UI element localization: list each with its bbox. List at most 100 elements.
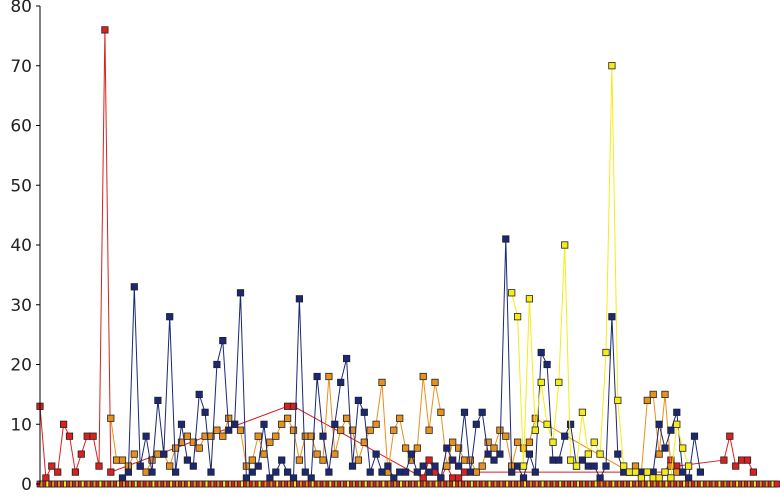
y-tick-label: 50 (10, 176, 32, 196)
series-1-point-55 (431, 378, 439, 387)
series-1-point-26 (260, 450, 268, 458)
y-tick-label: 60 (10, 117, 32, 137)
series-0-point-11 (101, 26, 109, 34)
series-2-point-97 (690, 432, 699, 440)
series-1-point-69 (514, 438, 522, 446)
series-0-point-16 (425, 456, 433, 464)
series-1-point-35 (313, 450, 321, 458)
series-3-point-25 (655, 474, 663, 482)
baseline-point-250 (773, 480, 780, 488)
series-0-point-3 (54, 468, 62, 476)
series-3-point-10 (567, 456, 575, 464)
series-2-point-29 (289, 474, 298, 482)
series-1-point-49 (396, 414, 404, 422)
series-2-point-74 (555, 456, 563, 464)
series-2-point-59 (466, 468, 475, 476)
series-0-point-4 (60, 420, 68, 428)
series-2-point-38 (342, 354, 351, 363)
series-2-point-61 (478, 408, 486, 416)
series-1-point-38 (331, 450, 339, 458)
series-3-point-21 (631, 468, 640, 476)
series-2-point-0 (118, 474, 127, 482)
series-1-point-4 (130, 450, 138, 458)
series-2-point-78 (578, 456, 587, 464)
series-1-point-59 (454, 444, 463, 452)
series-2-point-34 (319, 432, 327, 440)
series-3-point-28 (673, 420, 681, 428)
series-3-point-7 (549, 438, 557, 446)
series-2-point-14 (201, 408, 209, 416)
series-0-point-31 (749, 468, 758, 476)
series-0-point-7 (77, 450, 85, 458)
series-2-point-94 (673, 408, 681, 416)
series-2-point-25 (266, 474, 274, 482)
series-2-point-70 (531, 468, 539, 476)
series-2-point-67 (514, 462, 522, 470)
series-2-point-53 (431, 462, 439, 470)
series-1-point-71 (525, 438, 534, 446)
series-1-point-56 (437, 408, 445, 416)
series-0-point-29 (738, 456, 746, 464)
series-1-point-30 (283, 414, 292, 422)
series-2-point-28 (283, 468, 292, 476)
series-2-point-92 (661, 444, 669, 452)
series-2-point-31 (301, 468, 309, 476)
series-1-point-44 (366, 426, 374, 434)
series-1-point-8 (154, 450, 162, 458)
series-2-point-7 (160, 450, 168, 458)
series-2-point-49 (407, 450, 416, 458)
series-2-point-64 (496, 450, 504, 458)
series-3-point-2 (519, 462, 528, 470)
y-tick-label: 10 (10, 415, 32, 435)
series-2-point-72 (543, 360, 551, 369)
series-0-point-28 (732, 462, 740, 470)
series-2-point-2 (130, 283, 138, 291)
series-2-point-69 (525, 450, 534, 458)
series-2-point-58 (460, 408, 469, 416)
series-1-point-32 (295, 456, 304, 464)
series-0-point-25 (673, 462, 681, 470)
series-1-point-81 (673, 468, 681, 476)
series-0-point-22 (460, 468, 469, 476)
series-2-point-22 (248, 468, 256, 476)
series-2-point-75 (561, 432, 569, 440)
series-0-point-14 (289, 402, 298, 410)
y-tick-label: 40 (10, 236, 32, 256)
series-1-point-45 (372, 420, 380, 428)
y-tick-label: 80 (10, 0, 32, 17)
series-2-point-8 (166, 313, 174, 321)
series-1-point-40 (342, 414, 351, 422)
series-3-point-13 (584, 450, 592, 458)
series-2-point-63 (490, 456, 498, 464)
series-1-point-61 (466, 456, 475, 464)
series-2-point-41 (360, 408, 368, 416)
series-3-point-6 (543, 420, 551, 428)
series-0-point-13 (283, 402, 292, 410)
series-2-point-68 (519, 474, 528, 482)
series-2-point-96 (685, 474, 693, 482)
series-2-point-79 (584, 462, 592, 470)
series-0-point-21 (454, 474, 463, 482)
series-2-point-50 (413, 468, 421, 476)
series-1-point-50 (401, 444, 410, 452)
series-0-point-26 (720, 456, 728, 464)
series-0-point-2 (48, 462, 56, 470)
series-1-point-33 (301, 432, 309, 440)
series-1-point-79 (661, 390, 669, 399)
series-2-point-3 (136, 462, 144, 470)
series-2-point-26 (272, 468, 280, 476)
series-2-point-23 (254, 462, 262, 470)
series-1-point-6 (142, 468, 150, 476)
series-2-point-4 (142, 432, 150, 440)
series-3-point-14 (590, 438, 598, 446)
series-2-point-17 (219, 336, 227, 345)
series-2-point-39 (348, 462, 357, 470)
y-tick-label: 30 (10, 296, 32, 316)
series-2-point-48 (401, 468, 410, 476)
series-2-point-84 (614, 450, 622, 458)
series-1-point-10 (166, 462, 174, 470)
series-2-point-80 (590, 462, 598, 470)
series-3-point-3 (525, 295, 534, 303)
series-1-point-28 (272, 432, 280, 440)
